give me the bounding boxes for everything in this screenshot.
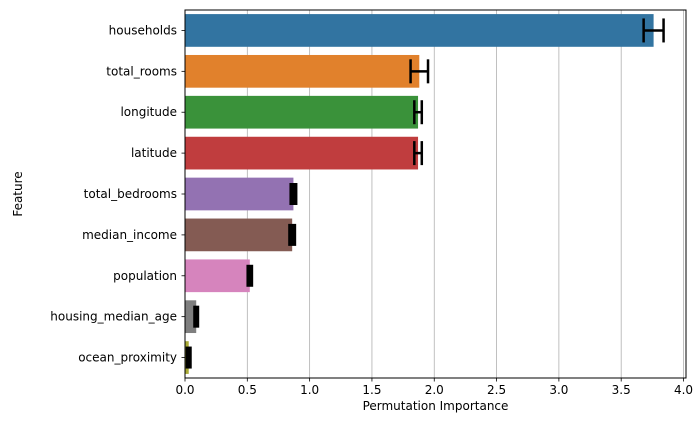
x-tick-label: 4.0: [674, 383, 693, 397]
x-axis-label: Permutation Importance: [363, 399, 509, 413]
y-tick-label: housing_median_age: [50, 310, 177, 324]
y-tick-label: total_rooms: [106, 64, 177, 78]
x-tick-label: 0.5: [238, 383, 257, 397]
x-tick-label: 3.0: [549, 383, 568, 397]
x-tick-label: 2.5: [487, 383, 506, 397]
error-bar-longitude: [413, 100, 424, 125]
error-bars: [185, 18, 665, 369]
y-tick-label: ocean_proximity: [78, 351, 177, 365]
bar-population: [185, 259, 250, 293]
bar-median_income: [185, 218, 293, 252]
error-bar-total_bedrooms: [289, 183, 298, 205]
error-bar-median_income: [288, 223, 297, 246]
x-tick-label: 0.0: [175, 383, 194, 397]
y-tick-label: longitude: [120, 105, 177, 119]
error-bar-population: [246, 264, 254, 287]
y-tick-label: population: [113, 269, 177, 283]
x-tick-label: 3.5: [612, 383, 631, 397]
bar-housing_median_age: [185, 300, 197, 334]
y-axis-ticks: households total_rooms longitude latitude to…: [50, 23, 185, 365]
error-bar-total_rooms: [409, 59, 430, 84]
error-bar-households: [642, 18, 665, 43]
y-tick-label: latitude: [131, 146, 177, 160]
x-tick-label: 1.5: [362, 383, 381, 397]
y-tick-label: median_income: [82, 228, 177, 242]
y-axis-label: Feature: [11, 171, 25, 216]
bar-latitude: [185, 136, 419, 170]
x-axis-ticks: 0.0 0.5 1.0 1.5 2.0 2.5 3.0 3.5 4.0: [175, 378, 693, 397]
bars: [185, 14, 654, 374]
x-tick-label: 1.0: [300, 383, 319, 397]
y-tick-label: households: [109, 23, 177, 37]
bar-households: [185, 14, 654, 47]
bar-total_bedrooms: [185, 177, 294, 211]
y-tick-label: total_bedrooms: [84, 187, 177, 201]
error-bar-housing_median_age: [193, 305, 200, 328]
bar-longitude: [185, 95, 419, 129]
x-tick-label: 2.0: [425, 383, 444, 397]
error-bar-ocean_proximity: [185, 346, 192, 369]
bar-total_rooms: [185, 54, 420, 88]
error-bar-latitude: [413, 141, 424, 166]
